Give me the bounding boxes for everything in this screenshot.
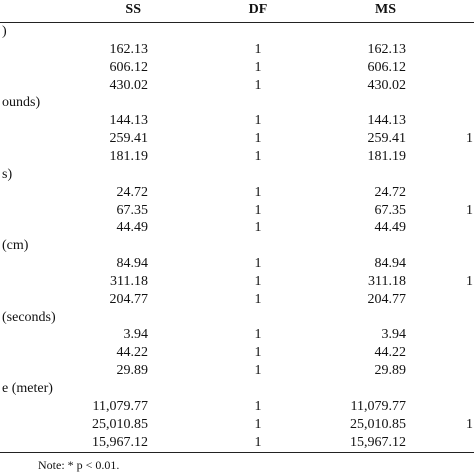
df-value: 1 [254, 113, 262, 129]
df-value: 1 [254, 131, 262, 147]
group-label: (cm) [2, 238, 29, 254]
ms-value: 204.77 [367, 291, 407, 307]
group-label: s) [2, 166, 13, 182]
clipped-value: 1 [466, 273, 473, 289]
df-value: 1 [254, 256, 262, 272]
clipped-value: 1 [466, 202, 473, 218]
ss-value: 25,010.85 [92, 416, 148, 432]
ss-value: 11,079.77 [92, 398, 148, 414]
df-value: 1 [254, 291, 262, 307]
df-header: DF [248, 2, 268, 17]
ms-value: 430.02 [367, 77, 407, 93]
ss-value: 44.49 [116, 220, 149, 236]
df-value: 1 [254, 148, 262, 164]
ss-value: 15,967.12 [92, 434, 148, 450]
df-value: 1 [254, 273, 262, 289]
ms-header: MS [375, 2, 396, 17]
group-label: e (meter) [2, 381, 53, 396]
ms-value: 144.13 [367, 113, 407, 129]
df-value: 1 [254, 434, 262, 450]
ms-value: 11,079.77 [350, 398, 406, 414]
ss-value: 67.35 [116, 202, 149, 218]
ss-value: 24.72 [116, 184, 149, 200]
clipped-value: 1 [466, 131, 473, 147]
ms-value: 3.94 [381, 327, 407, 343]
df-value: 1 [254, 202, 262, 218]
ss-value: 259.41 [109, 131, 149, 147]
ss-value: 311.18 [110, 273, 148, 289]
df-value: 1 [254, 398, 262, 414]
ss-value: 162.13 [109, 41, 149, 57]
df-value: 1 [254, 220, 262, 236]
ms-value: 84.94 [374, 256, 407, 272]
group-label: ) [2, 24, 7, 39]
bottom-rule [0, 452, 474, 453]
ss-value: 606.12 [109, 59, 149, 75]
ss-value: 204.77 [109, 291, 149, 307]
ss-value: 3.94 [123, 327, 149, 343]
clipped-value: 1 [466, 416, 473, 432]
ss-value: 84.94 [116, 256, 149, 272]
ss-value: 44.22 [116, 345, 149, 361]
ms-value: 67.35 [374, 202, 407, 218]
ss-value: 144.13 [109, 113, 149, 129]
ms-value: 259.41 [367, 131, 407, 147]
df-value: 1 [254, 41, 262, 57]
df-value: 1 [254, 184, 262, 200]
ms-value: 25,010.85 [350, 416, 406, 432]
ms-value: 29.89 [374, 363, 407, 379]
ss-value: 430.02 [109, 77, 149, 93]
ss-value: 181.19 [109, 148, 149, 164]
ms-value: 162.13 [367, 41, 407, 57]
ss-value: 29.89 [116, 363, 149, 379]
note: Note: * p < 0.01. [38, 458, 120, 472]
df-value: 1 [254, 363, 262, 379]
ms-value: 24.72 [374, 184, 407, 200]
ms-value: 15,967.12 [350, 434, 406, 450]
df-value: 1 [254, 327, 262, 343]
ms-value: 606.12 [367, 59, 407, 75]
ms-value: 44.49 [374, 220, 407, 236]
ms-value: 181.19 [367, 148, 407, 164]
df-value: 1 [254, 416, 262, 432]
ss-header: SS [125, 2, 141, 17]
ms-value: 44.22 [374, 345, 407, 361]
group-label: (seconds) [2, 309, 56, 325]
group-label: ounds) [2, 95, 41, 111]
df-value: 1 [254, 345, 262, 361]
df-value: 1 [254, 59, 262, 75]
header-rule [0, 22, 474, 23]
ms-value: 311.18 [368, 273, 406, 289]
df-value: 1 [254, 77, 262, 93]
